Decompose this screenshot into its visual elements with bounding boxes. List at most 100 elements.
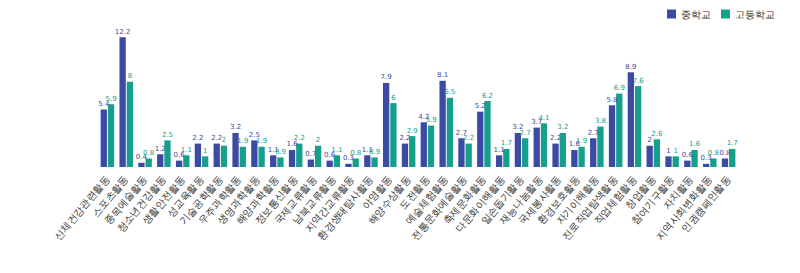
svg-text:1.1: 1.1 [267,145,279,154]
svg-text:0.8: 0.8 [708,149,719,157]
svg-text:성교육활동: 성교육활동 [165,173,206,219]
svg-text:0.6: 0.6 [682,151,694,159]
svg-text:1.1: 1.1 [331,146,342,154]
svg-text:신체건강관련활동: 신체건강관련활동 [51,173,112,242]
svg-text:3.2: 3.2 [512,123,524,132]
svg-text:12.2: 12.2 [115,28,131,36]
svg-text:야영활동: 야영활동 [359,173,394,212]
svg-text:3.2: 3.2 [230,123,241,131]
svg-text:지역간교류활동: 지역간교류활동 [302,173,357,235]
svg-text:1.9: 1.9 [256,137,267,145]
svg-text:2.5: 2.5 [248,130,260,139]
svg-text:2.7: 2.7 [588,129,599,137]
svg-text:0.9: 0.9 [369,148,380,156]
svg-text:8: 8 [128,72,132,80]
svg-text:국제봉사활동: 국제봉사활동 [516,173,564,227]
svg-text:3.9: 3.9 [425,116,436,124]
svg-text:참여기구활동: 참여기구활동 [629,173,677,227]
svg-text:지역사회변화활동: 지역사회변화활동 [654,173,714,242]
svg-text:8.1: 8.1 [437,71,448,79]
svg-text:1: 1 [674,147,678,155]
svg-text:생활안전활동: 생활안전활동 [139,173,187,227]
svg-text:2.2: 2.2 [192,134,203,142]
svg-text:2: 2 [316,136,320,144]
svg-text:6.9: 6.9 [614,84,625,92]
svg-text:7.6: 7.6 [633,77,645,85]
svg-text:우주과학활동: 우주과학활동 [196,173,244,227]
svg-text:스포츠활동: 스포츠활동 [89,173,131,219]
svg-text:3.2: 3.2 [557,123,568,131]
svg-text:0.8: 0.8 [719,149,730,157]
svg-text:5.9: 5.9 [105,95,116,103]
svg-text:0.6: 0.6 [173,151,185,160]
svg-text:1.1: 1.1 [181,146,192,154]
svg-text:2.9: 2.9 [407,127,418,135]
svg-text:해양과학활동: 해양과학활동 [234,173,281,227]
svg-text:6: 6 [391,94,396,102]
svg-text:직업체험활동: 직업체험활동 [591,173,639,227]
svg-text:2.2: 2.2 [399,134,410,142]
svg-text:1.1: 1.1 [361,145,373,154]
svg-text:4.2: 4.2 [418,112,430,121]
svg-text:전통문화예술활동: 전통문화예술활동 [409,173,470,242]
svg-text:1.9: 1.9 [237,137,248,145]
svg-text:1.1: 1.1 [493,145,505,154]
svg-text:4.1: 4.1 [538,114,549,122]
svg-text:7.9: 7.9 [381,73,392,81]
svg-text:1: 1 [203,147,207,155]
svg-text:0.6: 0.6 [324,151,336,160]
svg-text:1.9: 1.9 [576,137,587,145]
svg-text:2.5: 2.5 [162,131,173,139]
svg-text:도전활동: 도전활동 [397,173,432,212]
svg-text:환경보호활동: 환경보호활동 [535,173,583,227]
svg-text:1.7: 1.7 [501,139,512,147]
svg-text:2.6: 2.6 [651,130,663,138]
svg-text:2.7: 2.7 [455,128,467,137]
svg-text:1.2: 1.2 [155,145,166,153]
svg-text:중학교: 중학교 [681,9,711,20]
svg-text:3.8: 3.8 [595,117,606,125]
svg-text:자기이해활동: 자기이해활동 [554,173,601,227]
svg-text:재능나눔활동: 재능나눔활동 [497,173,545,227]
svg-text:생명과학활동: 생명과학활동 [215,173,263,227]
svg-text:1.6: 1.6 [286,140,298,149]
svg-text:5.8: 5.8 [606,96,617,104]
svg-text:2: 2 [222,136,226,144]
svg-text:환경생태탐사활동: 환경생태탐사활동 [315,173,376,242]
svg-text:청소년건강활동: 청소년건강활동 [114,173,169,235]
svg-text:2.2: 2.2 [211,134,222,142]
svg-text:국제교류활동: 국제교류활동 [271,173,319,227]
svg-text:1: 1 [666,147,670,155]
svg-text:종목예술활동: 종목예술활동 [102,173,150,227]
svg-text:진로직업탐색활동: 진로직업탐색활동 [560,173,620,242]
svg-text:2.2: 2.2 [294,134,305,142]
svg-text:6.2: 6.2 [482,92,493,100]
svg-text:0.4: 0.4 [135,153,147,162]
svg-text:기술공학활동: 기술공학활동 [177,173,225,227]
svg-text:정보통신활동: 정보통신활동 [252,173,300,227]
svg-text:2.2: 2.2 [463,134,474,142]
svg-text:0.3: 0.3 [342,154,355,163]
svg-text:남북교류활동: 남북교류활동 [290,173,338,227]
svg-text:0.9: 0.9 [275,148,286,156]
svg-text:인권캠페인활동: 인권캠페인활동 [679,173,732,234]
svg-text:고등학교: 고등학교 [735,9,775,20]
svg-text:축제문화활동: 축제문화활동 [441,173,489,227]
svg-text:예술체험활동: 예술체험활동 [403,173,451,227]
svg-text:8.9: 8.9 [625,63,636,71]
svg-text:5.2: 5.2 [475,102,486,110]
svg-text:0.7: 0.7 [305,150,316,158]
svg-text:다문화이해활동: 다문화이해활동 [453,173,507,235]
svg-text:0.8: 0.8 [350,149,361,157]
svg-text:1.7: 1.7 [727,139,738,147]
svg-text:2.7: 2.7 [520,129,531,137]
svg-text:1.6: 1.6 [689,140,701,148]
svg-text:자치활동: 자치활동 [661,173,696,212]
svg-text:6.5: 6.5 [444,88,455,96]
svg-text:2.2: 2.2 [550,134,561,142]
svg-text:0.8: 0.8 [143,149,154,157]
svg-text:일손돕기활동: 일손돕기활동 [478,173,526,227]
svg-text:창업활동: 창업활동 [623,173,658,212]
svg-text:해양수상활동: 해양수상활동 [365,173,413,227]
svg-text:3.7: 3.7 [531,118,543,127]
